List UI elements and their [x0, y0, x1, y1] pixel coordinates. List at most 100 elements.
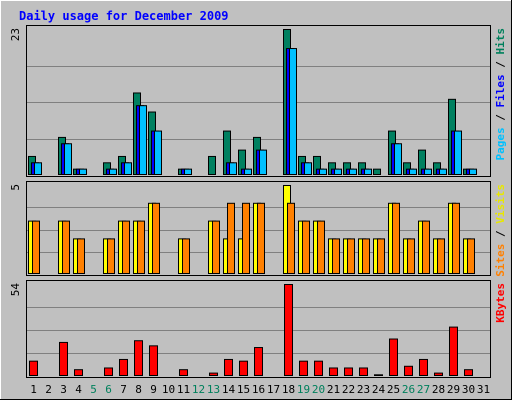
x-tick-label-day-26: 26	[402, 383, 415, 396]
panel-kbytes: 54 KBytes	[9, 280, 507, 378]
bar-kbytes-day-20	[314, 360, 323, 376]
x-tick-label-day-31: 31	[477, 383, 490, 396]
x-tick-label-day-6: 6	[105, 383, 112, 396]
bar-sites-day-28	[437, 238, 445, 274]
x-tick-label-day-2: 2	[45, 383, 52, 396]
bar-kbytes-day-3	[59, 341, 68, 377]
bar-pages-day-20	[319, 168, 327, 176]
x-tick-label-day-22: 22	[342, 383, 355, 396]
y-max-label-visits-sites: 5	[9, 184, 22, 191]
bar-hits-day-24	[373, 168, 381, 176]
bar-sites-day-6	[107, 238, 115, 274]
bar-pages-day-6	[109, 168, 117, 176]
bar-sites-day-30	[467, 238, 475, 274]
bar-sites-day-14	[227, 202, 235, 274]
side-legend-part-visits-sites-0: Sites	[494, 244, 507, 277]
x-tick-label-day-17: 17	[267, 383, 280, 396]
bar-pages-day-16	[259, 149, 267, 175]
bar-kbytes-day-4	[74, 369, 83, 376]
bar-sites-day-26	[407, 238, 415, 274]
bar-sites-day-29	[452, 202, 460, 274]
bar-sites-day-25	[392, 202, 400, 274]
bar-hits-day-13	[208, 155, 216, 176]
bar-kbytes-day-9	[149, 345, 158, 377]
bar-pages-day-30	[469, 168, 477, 176]
x-tick-label-day-4: 4	[75, 383, 82, 396]
x-tick-label-day-13: 13	[207, 383, 220, 396]
bar-kbytes-day-28	[434, 372, 443, 376]
bar-sites-day-1	[32, 220, 40, 275]
x-tick-label-day-15: 15	[237, 383, 250, 396]
x-tick-label-day-21: 21	[327, 383, 340, 396]
bar-kbytes-day-25	[389, 338, 398, 377]
bar-kbytes-day-22	[344, 367, 353, 376]
bar-sites-day-15	[242, 202, 250, 274]
bar-sites-day-9	[152, 202, 160, 274]
bar-kbytes-day-15	[239, 360, 248, 376]
bar-sites-day-20	[317, 220, 325, 275]
panel-hits-files-pages: 23 Pages / Files / Hits	[9, 25, 507, 177]
bar-sites-day-23	[362, 238, 370, 274]
x-tick-label-day-11: 11	[177, 383, 190, 396]
bar-pages-day-21	[334, 168, 342, 176]
x-tick-label-day-7: 7	[120, 383, 127, 396]
side-legend-part-hits-files-pages-3: /	[494, 55, 507, 75]
bar-pages-day-25	[394, 143, 402, 175]
x-tick-label-day-16: 16	[252, 383, 265, 396]
bar-kbytes-day-1	[29, 360, 38, 376]
bar-sites-day-21	[332, 238, 340, 274]
bar-sites-day-8	[137, 220, 145, 275]
bar-pages-day-15	[244, 168, 252, 176]
bar-kbytes-day-16	[254, 347, 263, 377]
bar-kbytes-day-26	[404, 365, 413, 376]
panel-border-visits-sites	[26, 181, 491, 276]
bar-sites-day-4	[77, 238, 85, 274]
side-legend-part-visits-sites-1: /	[494, 224, 507, 244]
bar-pages-day-14	[229, 162, 237, 176]
x-tick-label-day-20: 20	[312, 383, 325, 396]
x-tick-label-day-25: 25	[387, 383, 400, 396]
bar-pages-day-1	[34, 162, 42, 176]
bar-pages-day-18	[289, 48, 297, 175]
x-tick-label-day-9: 9	[150, 383, 157, 396]
bar-pages-day-7	[124, 162, 132, 176]
x-tick-label-day-14: 14	[222, 383, 236, 396]
x-tick-label-day-8: 8	[135, 383, 142, 396]
x-tick-label-day-10: 10	[162, 383, 175, 396]
bar-sites-day-18	[287, 202, 295, 274]
bar-kbytes-day-8	[134, 340, 143, 377]
x-tick-label-day-12: 12	[192, 383, 205, 396]
side-legend-visits-sites: Sites / Visits	[494, 184, 507, 277]
side-legend-part-hits-files-pages-2: Files	[494, 74, 507, 107]
bar-sites-day-24	[377, 238, 385, 274]
side-legend-part-hits-files-pages-0: Pages	[494, 127, 507, 160]
bar-pages-day-23	[364, 168, 372, 176]
x-tick-label-day-5: 5	[90, 383, 97, 396]
side-legend-part-visits-sites-2: Visits	[494, 184, 507, 224]
x-tick-label-day-28: 28	[432, 383, 445, 396]
bar-kbytes-day-6	[104, 367, 113, 376]
x-tick-label-day-1: 1	[30, 383, 37, 396]
x-tick-label-day-19: 19	[297, 383, 310, 396]
y-max-label-kbytes: 54	[9, 283, 22, 297]
panel-border-hits-files-pages	[26, 25, 491, 177]
bar-pages-day-11	[184, 168, 192, 176]
chart-title: Daily usage for December 2009	[19, 9, 229, 23]
bar-sites-day-16	[257, 202, 265, 274]
bar-pages-day-22	[349, 168, 357, 176]
bar-kbytes-day-23	[359, 367, 368, 376]
panel-border-kbytes	[26, 280, 491, 378]
y-max-label-hits-files-pages: 23	[9, 28, 22, 41]
x-tick-label-day-18: 18	[282, 383, 295, 396]
bar-sites-day-3	[62, 220, 70, 275]
side-legend-part-hits-files-pages-1: /	[494, 108, 507, 128]
bar-kbytes-day-11	[179, 369, 188, 376]
side-legend-part-hits-files-pages-4: Hits	[494, 28, 507, 55]
x-tick-label-day-30: 30	[462, 383, 475, 396]
bar-kbytes-day-19	[299, 360, 308, 376]
bar-pages-day-29	[454, 130, 462, 175]
panel-visits-sites: 5 Sites / Visits	[9, 181, 507, 277]
x-tick-label-day-29: 29	[447, 383, 460, 396]
